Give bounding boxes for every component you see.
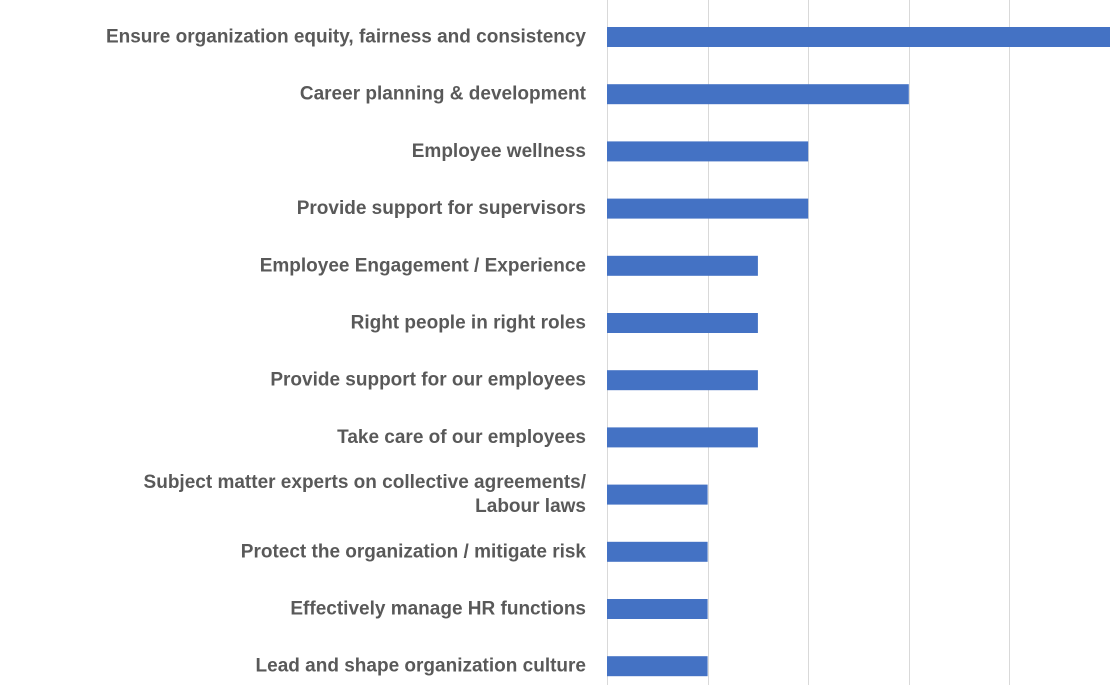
category-label-5-line-0: Right people in right roles [351, 313, 586, 334]
category-label-11-line-0: Lead and shape organization culture [256, 656, 586, 677]
category-label-9-line-0: Protect the organization / mitigate risk [241, 541, 587, 562]
category-label-3-line-0: Provide support for supervisors [297, 198, 586, 219]
category-labels: Ensure organization equity, fairness and… [106, 27, 587, 677]
bar-9 [607, 541, 708, 562]
category-label-11: Lead and shape organization culture [256, 656, 586, 677]
bar-1 [607, 84, 909, 105]
bar-3 [607, 198, 809, 219]
category-label-10-line-0: Effectively manage HR functions [290, 599, 586, 620]
category-label-2-line-0: Employee wellness [412, 141, 586, 162]
bar-2 [607, 141, 809, 162]
category-label-1-line-0: Career planning & development [300, 84, 587, 105]
bar-7 [607, 427, 758, 448]
category-label-5: Right people in right roles [351, 313, 586, 334]
category-label-7-line-0: Take care of our employees [337, 427, 586, 448]
category-label-6: Provide support for our employees [270, 370, 586, 391]
category-label-3: Provide support for supervisors [297, 198, 586, 219]
category-label-8-line-1: Labour laws [475, 496, 586, 517]
bar-4 [607, 255, 758, 276]
category-label-6-line-0: Provide support for our employees [270, 370, 586, 391]
bar-6 [607, 370, 758, 391]
gridlines [607, 0, 1010, 685]
bar-11 [607, 656, 708, 677]
category-label-7: Take care of our employees [337, 427, 586, 448]
bar-5 [607, 313, 758, 333]
category-label-0-line-0: Ensure organization equity, fairness and… [106, 27, 586, 48]
bar-10 [607, 599, 708, 619]
category-label-4-line-0: Employee Engagement / Experience [260, 255, 586, 276]
bars [607, 27, 1110, 677]
category-label-8: Subject matter experts on collective agr… [144, 472, 587, 517]
category-label-10: Effectively manage HR functions [290, 599, 586, 620]
category-label-9: Protect the organization / mitigate risk [241, 541, 587, 562]
category-label-4: Employee Engagement / Experience [260, 255, 586, 276]
category-label-8-line-0: Subject matter experts on collective agr… [144, 472, 587, 493]
category-label-1: Career planning & development [300, 84, 587, 105]
category-label-0: Ensure organization equity, fairness and… [106, 27, 586, 48]
bar-0 [607, 27, 1110, 47]
category-label-2: Employee wellness [412, 141, 586, 162]
bar-8 [607, 484, 708, 505]
